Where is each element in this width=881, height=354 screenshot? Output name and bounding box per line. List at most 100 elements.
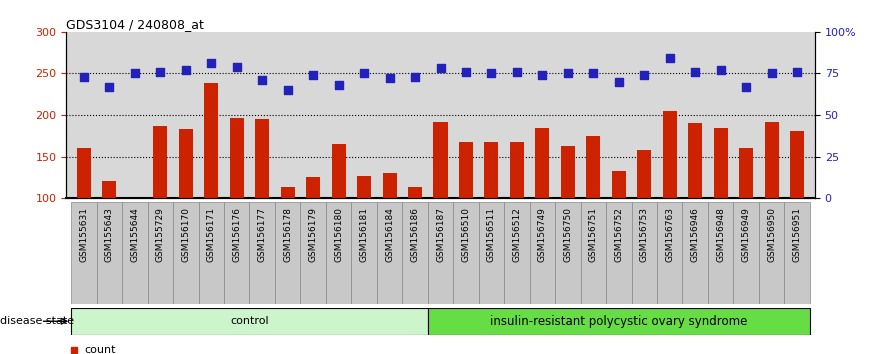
Text: GDS3104 / 240808_at: GDS3104 / 240808_at (66, 18, 204, 31)
Bar (357, 176, 371, 198)
Bar (428, 308, 810, 335)
Text: GSM155631: GSM155631 (79, 207, 88, 262)
Bar (428, 202, 453, 304)
Point (331, 82, 345, 88)
Text: GSM156186: GSM156186 (411, 207, 419, 262)
Text: GSM155644: GSM155644 (130, 207, 139, 262)
Text: disease state: disease state (0, 316, 74, 326)
Bar (352, 202, 377, 304)
Point (611, 79, 626, 85)
Bar (198, 202, 224, 304)
Bar (97, 202, 122, 304)
Text: GSM155729: GSM155729 (156, 207, 165, 262)
Point (77, 74, 91, 80)
Text: GSM156752: GSM156752 (614, 207, 623, 262)
Bar (453, 202, 478, 304)
Text: GSM156511: GSM156511 (487, 207, 496, 262)
Text: GSM156171: GSM156171 (207, 207, 216, 262)
Bar (739, 148, 753, 198)
Point (128, 71, 142, 76)
Point (281, 87, 295, 93)
Bar (331, 144, 345, 198)
Text: GSM156750: GSM156750 (563, 207, 573, 262)
Text: GSM156948: GSM156948 (716, 207, 725, 262)
Text: GSM156512: GSM156512 (513, 207, 522, 262)
Point (230, 64, 244, 70)
Point (688, 69, 702, 75)
Bar (485, 142, 499, 198)
Bar (255, 119, 270, 198)
Bar (765, 122, 779, 198)
Bar (637, 150, 651, 198)
Bar (71, 202, 97, 304)
Point (306, 72, 320, 78)
Text: control: control (230, 316, 269, 326)
Bar (587, 136, 600, 198)
Bar (433, 122, 448, 198)
Bar (510, 142, 524, 198)
Text: GSM156950: GSM156950 (767, 207, 776, 262)
Bar (102, 181, 116, 198)
Text: GSM156178: GSM156178 (283, 207, 292, 262)
Text: GSM156749: GSM156749 (538, 207, 547, 262)
Point (510, 69, 524, 75)
Point (255, 77, 270, 83)
Text: GSM156763: GSM156763 (665, 207, 674, 262)
Point (663, 56, 677, 61)
Text: count: count (85, 345, 116, 354)
Text: GSM156176: GSM156176 (233, 207, 241, 262)
Point (739, 84, 753, 90)
Bar (759, 202, 784, 304)
Bar (300, 202, 326, 304)
Point (204, 61, 218, 66)
Bar (275, 202, 300, 304)
Text: GSM156181: GSM156181 (359, 207, 368, 262)
Bar (790, 131, 804, 198)
Bar (555, 202, 581, 304)
Point (485, 71, 499, 76)
Point (459, 69, 473, 75)
Bar (377, 202, 403, 304)
Bar (708, 202, 733, 304)
Bar (632, 202, 657, 304)
Point (536, 72, 550, 78)
Bar (122, 202, 148, 304)
Text: GSM156951: GSM156951 (793, 207, 802, 262)
Bar (148, 202, 173, 304)
Text: GSM156184: GSM156184 (385, 207, 394, 262)
Bar (403, 202, 428, 304)
Bar (382, 173, 396, 198)
Bar (581, 202, 606, 304)
Bar (536, 127, 550, 198)
Bar (179, 129, 193, 198)
Bar (529, 202, 555, 304)
Point (153, 69, 167, 75)
Bar (230, 118, 244, 198)
Point (637, 72, 651, 78)
Bar (606, 202, 632, 304)
Bar (173, 202, 198, 304)
Text: GSM156170: GSM156170 (181, 207, 190, 262)
Text: GSM156753: GSM156753 (640, 207, 648, 262)
Bar (561, 146, 575, 198)
Point (179, 67, 193, 73)
Bar (306, 177, 320, 198)
Text: GSM156751: GSM156751 (589, 207, 598, 262)
Bar (478, 202, 504, 304)
Bar (249, 202, 275, 304)
Point (382, 76, 396, 81)
Bar (683, 202, 708, 304)
Bar (71, 308, 428, 335)
Bar (153, 126, 167, 198)
Bar (784, 202, 810, 304)
Point (408, 74, 422, 80)
Text: GSM156946: GSM156946 (691, 207, 700, 262)
Bar (688, 124, 702, 198)
Point (433, 65, 448, 71)
Text: GSM156180: GSM156180 (334, 207, 343, 262)
Bar (204, 84, 218, 198)
Bar (611, 171, 626, 198)
Bar (663, 111, 677, 198)
Bar (224, 202, 249, 304)
Text: GSM156179: GSM156179 (308, 207, 318, 262)
